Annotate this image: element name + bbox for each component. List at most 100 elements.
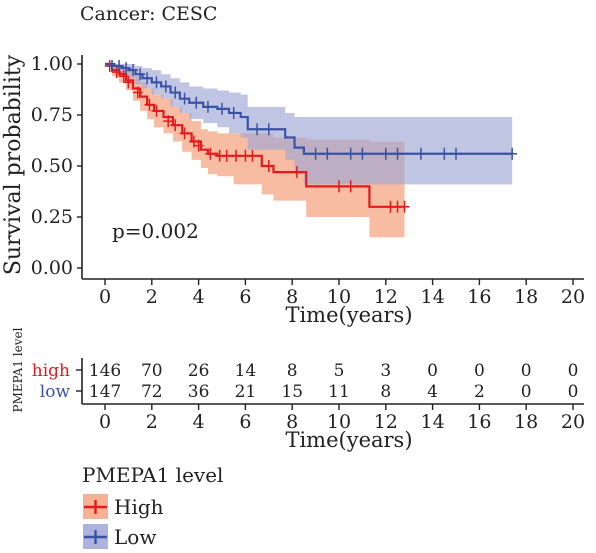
censor-mark-low (191, 96, 202, 109)
censor-mark-low (114, 60, 125, 73)
y-axis-label: Survival probability (1, 54, 26, 275)
risk-x-tick-label: 20 (561, 411, 585, 433)
y-tick-label: 0.00 (31, 257, 73, 279)
censor-mark-low (310, 147, 321, 160)
censor-mark-low (142, 72, 153, 85)
censor-mark-high (179, 127, 190, 140)
risk-count: 14 (235, 361, 257, 381)
risk-row-label-low: low (40, 382, 71, 402)
risk-count: 5 (334, 361, 345, 381)
risk-count: 147 (89, 382, 121, 402)
censor-mark-high (118, 70, 129, 83)
risk-count: 8 (287, 361, 298, 381)
censor-mark-low (322, 147, 333, 160)
risk-count: 0 (568, 382, 579, 402)
censor-mark-low (451, 147, 461, 160)
censor-mark-low (135, 68, 146, 81)
censor-mark-low (252, 123, 263, 136)
x-tick-label: 10 (327, 286, 351, 308)
censor-mark-high (170, 119, 181, 132)
censor-mark-high (111, 66, 122, 79)
risk-count: 0 (568, 361, 579, 381)
censor-mark-low (170, 86, 181, 99)
censor-mark-high (263, 160, 274, 172)
risk-table-xlabel: Time(years) (285, 428, 412, 452)
x-tick-label: 2 (146, 286, 158, 308)
censor-mark-high (291, 166, 302, 179)
risk-row-label-high: high (32, 361, 70, 381)
censor-mark-high (345, 180, 356, 193)
censor-mark-high (231, 149, 242, 162)
risk-count: 4 (427, 382, 438, 402)
risk-count: 0 (427, 361, 438, 381)
censor-mark-low (160, 80, 171, 93)
x-tick-label: 16 (467, 286, 491, 308)
censor-mark-low (345, 147, 356, 160)
x-tick-label: 4 (193, 286, 205, 308)
risk-x-tick-label: 14 (421, 411, 445, 433)
legend-label-high: High (114, 495, 164, 519)
censor-mark-low (128, 64, 139, 77)
plot-area: 0.00 0.25 0.50 0.75 1.00 0 2 4 6 8 10 12 14 16 18 20 (31, 53, 585, 308)
censor-mark-high (151, 104, 162, 117)
risk-count: 0 (521, 361, 532, 381)
legend-line-high (84, 500, 107, 514)
risk-x-tick-label: 16 (467, 411, 491, 433)
censor-mark-low (121, 62, 132, 75)
legend: PMEPA1 level High Low (82, 463, 223, 549)
risk-count: 21 (235, 382, 257, 402)
censor-mark-high (399, 200, 410, 213)
censor-mark-high (247, 149, 258, 162)
chart-title: Cancer: CESC (80, 3, 217, 25)
censor-mark-high (163, 115, 174, 128)
x-tick-label: 14 (421, 286, 445, 308)
risk-x-tick-label: 12 (374, 411, 398, 433)
p-value-label: p=0.002 (112, 219, 199, 243)
censor-mark-low (228, 106, 239, 119)
censor-mark-high (123, 76, 134, 89)
censor-mark-high (221, 149, 232, 162)
censor-mark-low (179, 92, 190, 105)
risk-count: 0 (474, 361, 485, 381)
censor-mark-low (380, 147, 391, 160)
censor-mark-high (132, 86, 143, 99)
x-tick-label: 12 (374, 286, 398, 308)
risk-table-ylabel: PMEPA1 level (11, 327, 25, 412)
risk-count: 15 (281, 382, 303, 402)
risk-x-tick-label: 0 (99, 411, 111, 433)
x-tick-label: 18 (514, 286, 538, 308)
x-axis-label: Time(years) (285, 303, 412, 327)
risk-count: 11 (328, 382, 350, 402)
censor-mark-low (202, 100, 213, 113)
risk-x-tick-label: 10 (327, 411, 351, 433)
censor-mark-high (193, 139, 204, 152)
legend-title: PMEPA1 level (82, 463, 223, 487)
censor-mark-low (263, 123, 274, 136)
censor-mark-low (217, 102, 227, 115)
x-tick-label: 6 (239, 286, 251, 308)
risk-count: 3 (380, 361, 391, 381)
y-tick-label: 0.75 (31, 104, 73, 126)
x-tick-label: 0 (99, 286, 111, 308)
legend-label-low: Low (114, 525, 156, 549)
risk-count: 26 (188, 361, 210, 381)
risk-count: 36 (188, 382, 210, 402)
censor-mark-low (439, 147, 450, 160)
censor-mark-high (205, 147, 216, 160)
risk-count: 0 (521, 382, 532, 402)
y-tick-label: 1.00 (31, 53, 73, 75)
x-tick-label: 20 (561, 286, 585, 308)
censor-mark-low (357, 147, 368, 160)
legend-line-low (84, 530, 107, 544)
risk-count: 70 (141, 361, 163, 381)
censor-mark-low (392, 147, 403, 160)
censor-mark-high (334, 180, 344, 193)
y-tick-label: 0.25 (31, 206, 73, 228)
x-tick-label: 8 (286, 286, 298, 308)
risk-x-tick-label: 4 (193, 411, 205, 433)
censor-mark-low (151, 76, 162, 89)
censor-mark-high (144, 98, 155, 111)
risk-count: 146 (89, 361, 121, 381)
risk-x-tick-label: 8 (286, 411, 298, 433)
